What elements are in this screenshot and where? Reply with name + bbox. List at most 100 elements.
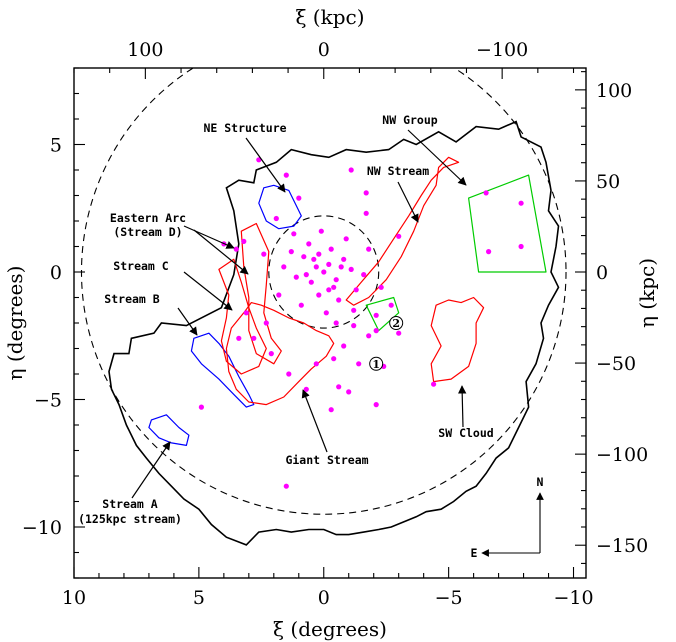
star-point	[313, 361, 319, 367]
star-point	[373, 328, 379, 334]
star-point	[343, 236, 349, 242]
annotation-arrow	[177, 307, 198, 336]
star-point	[273, 215, 279, 222]
label-ne-structure: NE Structure	[203, 121, 286, 135]
star-point	[298, 302, 304, 308]
star-point	[518, 200, 524, 206]
star-point	[351, 323, 357, 329]
star-point	[373, 312, 379, 318]
star-point	[326, 287, 332, 293]
tick-label-top: −100	[476, 39, 528, 61]
plot-frame	[73, 67, 587, 579]
star-point	[318, 228, 324, 234]
tick-label-bottom: −10	[553, 587, 593, 609]
star-point	[286, 371, 292, 377]
label-stream-b: Stream B	[104, 292, 159, 306]
label-sw-cloud: SW Cloud	[438, 426, 493, 440]
star-point	[198, 404, 204, 410]
annotation-arrow	[193, 229, 249, 275]
label-nw-stream: NW Stream	[367, 164, 429, 178]
star-point	[483, 190, 489, 196]
star-point	[431, 381, 437, 387]
annotation-arrow	[131, 441, 171, 499]
tick-label-right: −50	[596, 353, 636, 375]
tick-label-bottom: 0	[318, 587, 330, 609]
star-point	[341, 256, 347, 262]
star-point	[303, 386, 309, 392]
label-stream-d: (Stream D)	[113, 225, 182, 239]
label-stream-a: Stream A	[102, 497, 157, 511]
star-point	[396, 233, 402, 239]
star-point	[283, 172, 289, 178]
star-point	[263, 320, 269, 326]
star-point	[276, 292, 282, 298]
star-point	[373, 402, 379, 408]
annotation-arrow	[183, 271, 233, 311]
right-axis-title: η (kpc)	[635, 258, 659, 328]
star-point	[366, 246, 372, 252]
star-point	[388, 302, 394, 308]
label-125kpc-stream: (125kpc stream)	[78, 512, 182, 526]
region-stream-b	[190, 332, 255, 408]
star-point	[281, 264, 287, 270]
star-point	[348, 167, 354, 173]
star-point	[353, 287, 359, 293]
label-giant-stream: Giant Stream	[285, 453, 368, 467]
star-point	[331, 284, 337, 290]
top-axis-title: ξ (kpc)	[295, 5, 364, 29]
field-marker-1: 1	[372, 358, 380, 371]
annotation-arrow	[301, 389, 328, 453]
annotation-arrow	[245, 137, 286, 193]
star-point	[363, 190, 369, 196]
region-sw-cloud	[430, 296, 485, 383]
star-point	[243, 310, 249, 316]
tick-label-right: 100	[596, 80, 632, 102]
regions-layer	[81, 68, 567, 546]
label-eastern-arc: Eastern Arc	[110, 211, 186, 225]
star-point	[308, 279, 314, 285]
region-stream-c	[218, 258, 267, 375]
star-point	[361, 272, 367, 278]
star-point	[328, 407, 334, 413]
region-nw-group	[468, 174, 547, 273]
star-point	[268, 351, 274, 357]
star-point	[366, 333, 372, 339]
star-point	[346, 389, 352, 395]
star-point	[288, 249, 294, 255]
star-point	[316, 251, 322, 257]
region-giant-stream	[225, 302, 335, 406]
annotation-arrow	[407, 129, 467, 186]
star-point	[313, 264, 319, 270]
star-point	[336, 297, 342, 303]
star-point	[301, 254, 307, 260]
star-point	[333, 277, 339, 283]
star-point	[378, 284, 384, 290]
region-nw-stream	[345, 156, 460, 306]
field-marker-circle	[389, 316, 404, 330]
tick-label-right: 0	[596, 262, 608, 284]
star-point	[348, 266, 354, 272]
star-point	[518, 243, 524, 250]
star-point	[316, 292, 322, 298]
region-eastern-arc	[240, 222, 282, 365]
tick-label-right: −150	[596, 535, 648, 557]
star-point	[306, 241, 312, 247]
star-point	[333, 320, 339, 326]
star-point	[291, 231, 297, 237]
survey-boundary	[108, 120, 560, 546]
tick-label-bottom: 10	[62, 587, 86, 609]
tick-label-left: −10	[22, 517, 62, 539]
star-point	[363, 210, 369, 216]
tick-label-left: −5	[34, 390, 62, 412]
annotation-arrow	[457, 385, 467, 428]
star-point	[396, 330, 402, 336]
label-stream-c: Stream C	[113, 259, 168, 273]
y-axis-title: η (degrees)	[3, 266, 27, 381]
star-point	[293, 274, 299, 280]
star-point	[251, 335, 257, 341]
region-field-2	[365, 296, 400, 332]
star-point	[261, 251, 267, 257]
tick-label-top: 0	[318, 39, 330, 61]
